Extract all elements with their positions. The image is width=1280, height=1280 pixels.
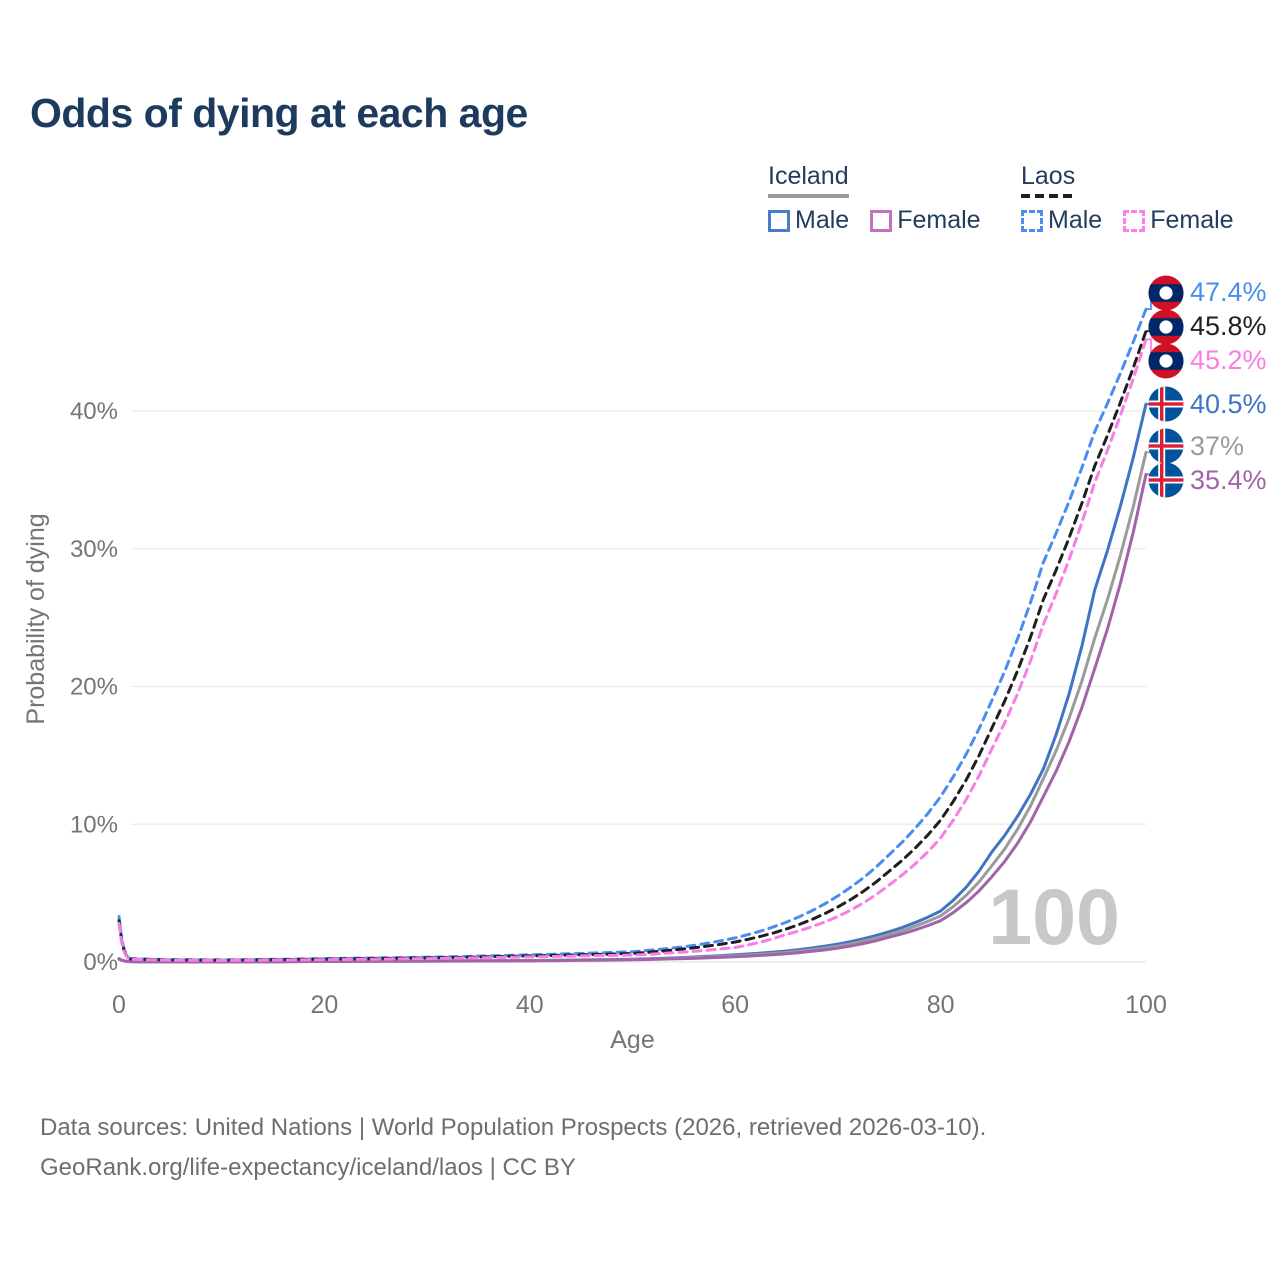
y-tick-label: 20% <box>70 674 118 701</box>
end-label-value: 40.5% <box>1190 388 1267 419</box>
end-label-value: 45.2% <box>1190 345 1267 375</box>
x-axis-label: Age <box>610 1026 654 1054</box>
laos-flag-icon <box>1148 275 1184 310</box>
end-label-value: 35.4% <box>1190 464 1267 495</box>
end-label-laos-female: 45.2% <box>1148 343 1267 379</box>
legend: Iceland Male Female Laos <box>768 162 1255 235</box>
laos-flag-icon <box>1148 309 1184 344</box>
iceland-flag-icon <box>1148 386 1184 422</box>
legend-item-iceland-male[interactable]: Male <box>768 206 849 235</box>
end-label-iceland-all: 37% <box>1148 428 1244 464</box>
legend-group-laos: Laos Male Female <box>1021 162 1255 235</box>
y-tick-label: 30% <box>70 536 118 563</box>
hover-age-indicator: 100 <box>988 872 1120 961</box>
y-tick-label: 10% <box>70 811 118 838</box>
x-tick-label: 80 <box>927 991 955 1019</box>
y-tick-label: 40% <box>70 398 118 425</box>
x-tick-label: 100 <box>1125 991 1167 1019</box>
data-sources-note: Data sources: United Nations | World Pop… <box>40 1108 986 1188</box>
end-label-laos-male: 47.4% <box>1148 275 1267 311</box>
footer-line-1: Data sources: United Nations | World Pop… <box>40 1114 987 1141</box>
x-tick-label: 20 <box>310 991 338 1019</box>
footer-line-2: GeoRank.org/life-expectancy/iceland/laos… <box>40 1154 576 1181</box>
x-tick-label: 40 <box>516 991 544 1019</box>
legend-swatch-laos-male[interactable] <box>1021 209 1043 232</box>
legend-country-iceland[interactable]: Iceland <box>768 162 849 190</box>
legend-line-sample-laos <box>1021 194 1076 198</box>
legend-item-label: Female <box>897 206 981 234</box>
legend-item-label: Male <box>1048 206 1103 234</box>
legend-swatch-iceland-male[interactable] <box>768 209 790 232</box>
legend-country-laos[interactable]: Laos <box>1021 162 1076 190</box>
y-tick-label: 0% <box>83 949 118 976</box>
legend-item-laos-female[interactable]: Female <box>1123 206 1234 235</box>
end-label-value: 45.8% <box>1190 311 1267 341</box>
legend-item-label: Male <box>795 206 850 234</box>
end-label-laos-all: 45.8% <box>1148 309 1267 345</box>
end-label-iceland-male: 40.5% <box>1148 386 1267 422</box>
legend-group-iceland: Iceland Male Female <box>768 162 1021 235</box>
legend-swatch-iceland-female[interactable] <box>870 209 893 232</box>
y-axis-label: Probability of dying <box>22 513 50 724</box>
end-label-value: 47.4% <box>1190 277 1267 307</box>
iceland-flag-icon <box>1148 462 1184 498</box>
x-tick-label: 0 <box>112 991 126 1019</box>
iceland-flag-icon <box>1148 428 1184 464</box>
legend-line-sample-iceland <box>768 194 849 198</box>
end-label-value: 37% <box>1190 430 1245 461</box>
x-tick-label: 60 <box>721 991 749 1019</box>
series-line-laos-male[interactable] <box>117 307 1148 962</box>
legend-swatch-laos-female[interactable] <box>1123 209 1146 232</box>
end-label-iceland-female: 35.4% <box>1148 462 1267 498</box>
series-line-laos-female[interactable] <box>117 337 1148 962</box>
legend-item-iceland-female[interactable]: Female <box>870 206 981 235</box>
legend-item-laos-male[interactable]: Male <box>1021 206 1102 235</box>
laos-flag-icon <box>1148 343 1184 378</box>
legend-item-label: Female <box>1150 206 1234 234</box>
page-title: Odds of dying at each age <box>30 90 528 136</box>
